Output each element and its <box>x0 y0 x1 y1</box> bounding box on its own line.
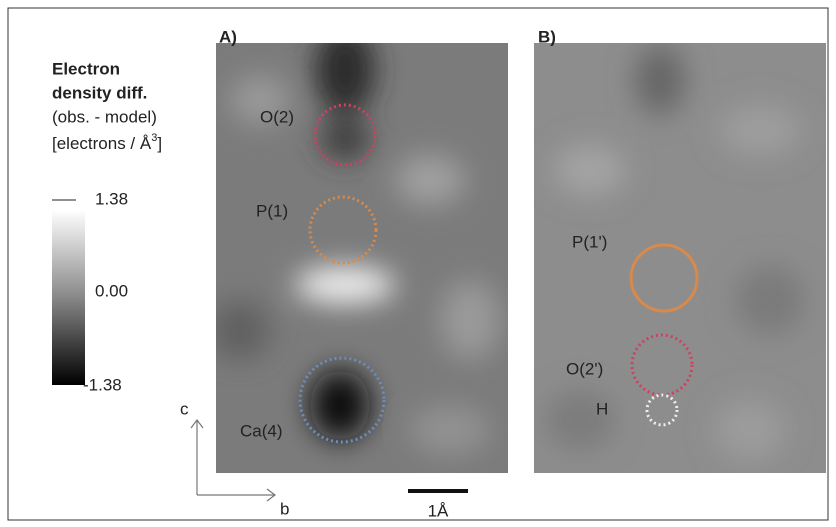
atom-ring <box>630 333 694 397</box>
axis-arrows <box>190 419 276 502</box>
axis-label: b <box>280 499 289 518</box>
legend-title: Electron <box>52 59 120 78</box>
atom-label: O(2') <box>566 359 603 378</box>
axis-label: c <box>180 399 189 418</box>
atom-label: P(1) <box>256 201 288 220</box>
atom-label: Ca(4) <box>240 421 283 440</box>
panel-label: B) <box>538 27 556 46</box>
map-a <box>216 43 508 473</box>
atom-label: O(2) <box>260 107 294 126</box>
atom-ring <box>629 243 699 313</box>
legend-subtitle: (obs. - model) <box>52 107 157 126</box>
frame <box>7 7 829 521</box>
legend-title: density diff. <box>52 83 147 102</box>
colorbar-label: -1.38 <box>83 375 122 394</box>
atom-ring <box>298 356 386 444</box>
panel-label: A) <box>219 27 237 46</box>
atom-ring <box>308 195 378 265</box>
legend-unit: [electrons / Å3] <box>52 132 162 154</box>
atom-label: P(1') <box>572 232 607 251</box>
map-b <box>534 43 826 473</box>
colorbar-label: 1.38 <box>95 189 128 208</box>
colorbar <box>52 210 85 385</box>
colorbar-label: 0.00 <box>95 281 128 300</box>
atom-ring <box>645 393 679 427</box>
atom-ring <box>313 103 377 167</box>
scale-bar-label: 1Å <box>428 501 449 520</box>
atom-label: H <box>596 399 608 418</box>
